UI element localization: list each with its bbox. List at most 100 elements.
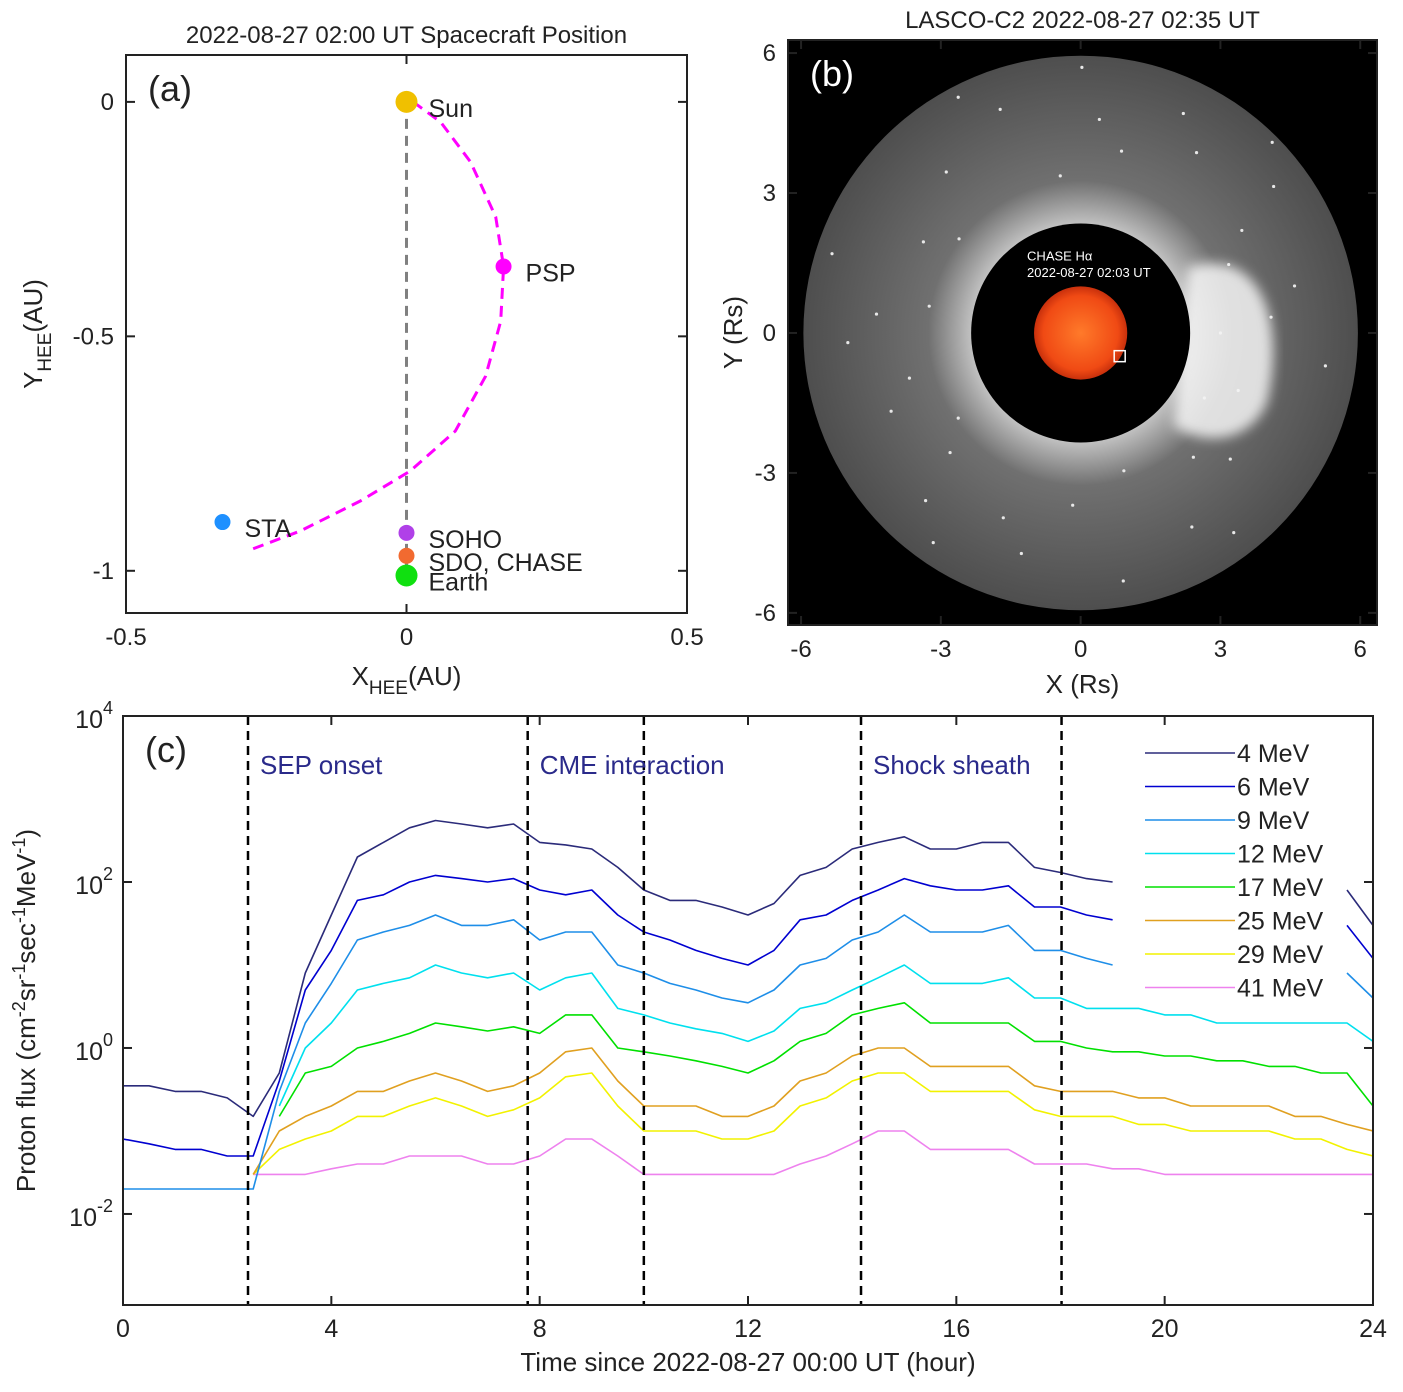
- x-axis-label: X (Rs): [1046, 669, 1120, 699]
- y-axis-label-text: MeV: [11, 853, 41, 907]
- star: [1019, 551, 1023, 556]
- star: [957, 237, 961, 241]
- x-axis-label: XHEE(AU): [352, 661, 462, 699]
- legend-label: 41 MeV: [1237, 975, 1323, 1003]
- star: [846, 341, 850, 345]
- y-tick-exponent: 0: [103, 1030, 113, 1050]
- y-axis-label-text: Proton flux (cm: [11, 1017, 41, 1192]
- spacecraft-marker: [395, 564, 418, 587]
- x-tick-label: -3: [930, 636, 951, 663]
- star: [907, 376, 912, 380]
- star: [1058, 174, 1062, 178]
- x-tick-label: 3: [1214, 636, 1227, 663]
- y-axis-label: Y (Rs): [718, 296, 748, 369]
- x-tick-label: 6: [1354, 636, 1367, 663]
- x-tick-label: -0.5: [105, 624, 146, 651]
- star: [1181, 111, 1185, 116]
- y-tick-label: 0: [101, 89, 114, 116]
- inset-title: CHASE Hα: [1027, 249, 1093, 264]
- chase-sun-disk: [1034, 286, 1128, 380]
- chart-title: 2022-08-27 02:00 UT Spacecraft Position: [186, 22, 627, 49]
- chart-title: LASCO-C2 2022-08-27 02:35 UT: [905, 7, 1260, 34]
- y-axis-label-unit: (AU): [18, 279, 48, 332]
- star: [1122, 469, 1126, 473]
- spacecraft-marker: [395, 90, 418, 113]
- y-tick-exponent: 4: [103, 698, 113, 718]
- flux-line: [278, 964, 1373, 1107]
- star: [1270, 140, 1274, 144]
- star: [944, 170, 948, 174]
- series-group: [123, 819, 1373, 1190]
- y-axis-label-sub: HEE: [35, 333, 56, 372]
- y-axis-label-text: sr: [11, 979, 41, 1001]
- spacecraft-marker: [398, 524, 415, 541]
- y-tick-label: 100: [75, 1030, 113, 1066]
- y-axis-label-text: sec: [11, 923, 41, 963]
- y-tick-label: -6: [755, 600, 776, 627]
- flux-line: [252, 1072, 1373, 1175]
- spacecraft-label: SOHO: [429, 526, 503, 554]
- spacecraft-label: Earth: [429, 568, 489, 596]
- y-tick-base: 10: [69, 1204, 97, 1232]
- orbit-line: [247, 100, 506, 553]
- spacecraft-label: STA: [244, 515, 291, 543]
- panel-label: (b): [810, 53, 854, 94]
- y-axis-label-main: Y: [18, 372, 48, 389]
- star: [921, 240, 925, 244]
- flux-line: [252, 1047, 1373, 1175]
- star: [948, 450, 952, 455]
- y-tick-base: 10: [75, 1038, 103, 1066]
- x-tick-label: 0: [400, 624, 413, 651]
- x-tick-label: 16: [942, 1315, 970, 1343]
- star: [1227, 262, 1231, 267]
- cme-front: [1173, 263, 1274, 439]
- star: [956, 95, 960, 99]
- x-axis-label: Time since 2022-08-27 00:00 UT (hour): [520, 1347, 975, 1377]
- x-tick-label: 24: [1359, 1315, 1387, 1343]
- y-tick-label: -3: [755, 460, 776, 487]
- y-axis-label-exponent: -1: [9, 964, 29, 980]
- legend-label: 29 MeV: [1237, 941, 1323, 969]
- y-axis-label: YHEE(AU): [18, 279, 56, 389]
- star: [1240, 228, 1244, 233]
- y-tick-label: -0.5: [73, 323, 114, 350]
- legend-label: 6 MeV: [1237, 774, 1310, 802]
- star: [927, 304, 931, 308]
- panel-label: (c): [145, 729, 187, 770]
- legend-label: 12 MeV: [1237, 841, 1323, 869]
- x-tick-label: 4: [324, 1315, 338, 1343]
- star: [830, 252, 834, 256]
- y-tick-label: 104: [75, 698, 113, 734]
- y-axis-label-exponent: -1: [9, 838, 29, 854]
- flare-box: [1113, 349, 1126, 363]
- star: [1071, 503, 1075, 507]
- flux-line: [253, 1130, 1373, 1176]
- spacecraft-label: PSP: [526, 259, 576, 287]
- star: [998, 107, 1002, 111]
- phase-annotation: SEP onset: [260, 750, 383, 780]
- star: [956, 416, 960, 420]
- x-axis-label-main: X: [352, 661, 369, 691]
- flux-line: [123, 874, 1373, 1157]
- star: [1272, 184, 1276, 189]
- legend-label: 9 MeV: [1237, 807, 1310, 835]
- x-tick-label: 12: [734, 1315, 762, 1343]
- x-tick-label: -6: [790, 636, 811, 663]
- x-tick-label: 0.5: [670, 624, 703, 651]
- star: [924, 498, 928, 503]
- star: [1232, 531, 1236, 535]
- x-tick-label: 8: [533, 1315, 547, 1343]
- star: [1191, 455, 1195, 459]
- y-tick-label: 0: [763, 320, 776, 347]
- star: [1190, 525, 1194, 529]
- y-tick-exponent: -2: [97, 1196, 113, 1216]
- x-tick-label: 0: [116, 1315, 130, 1343]
- star: [1001, 516, 1005, 520]
- x-axis-label-sub: HEE: [369, 678, 408, 699]
- y-tick-base: 10: [75, 872, 103, 900]
- star: [1194, 151, 1199, 155]
- plot-frame: [122, 715, 1374, 1306]
- spacecraft-marker: [398, 547, 415, 564]
- y-tick-base: 10: [75, 706, 103, 734]
